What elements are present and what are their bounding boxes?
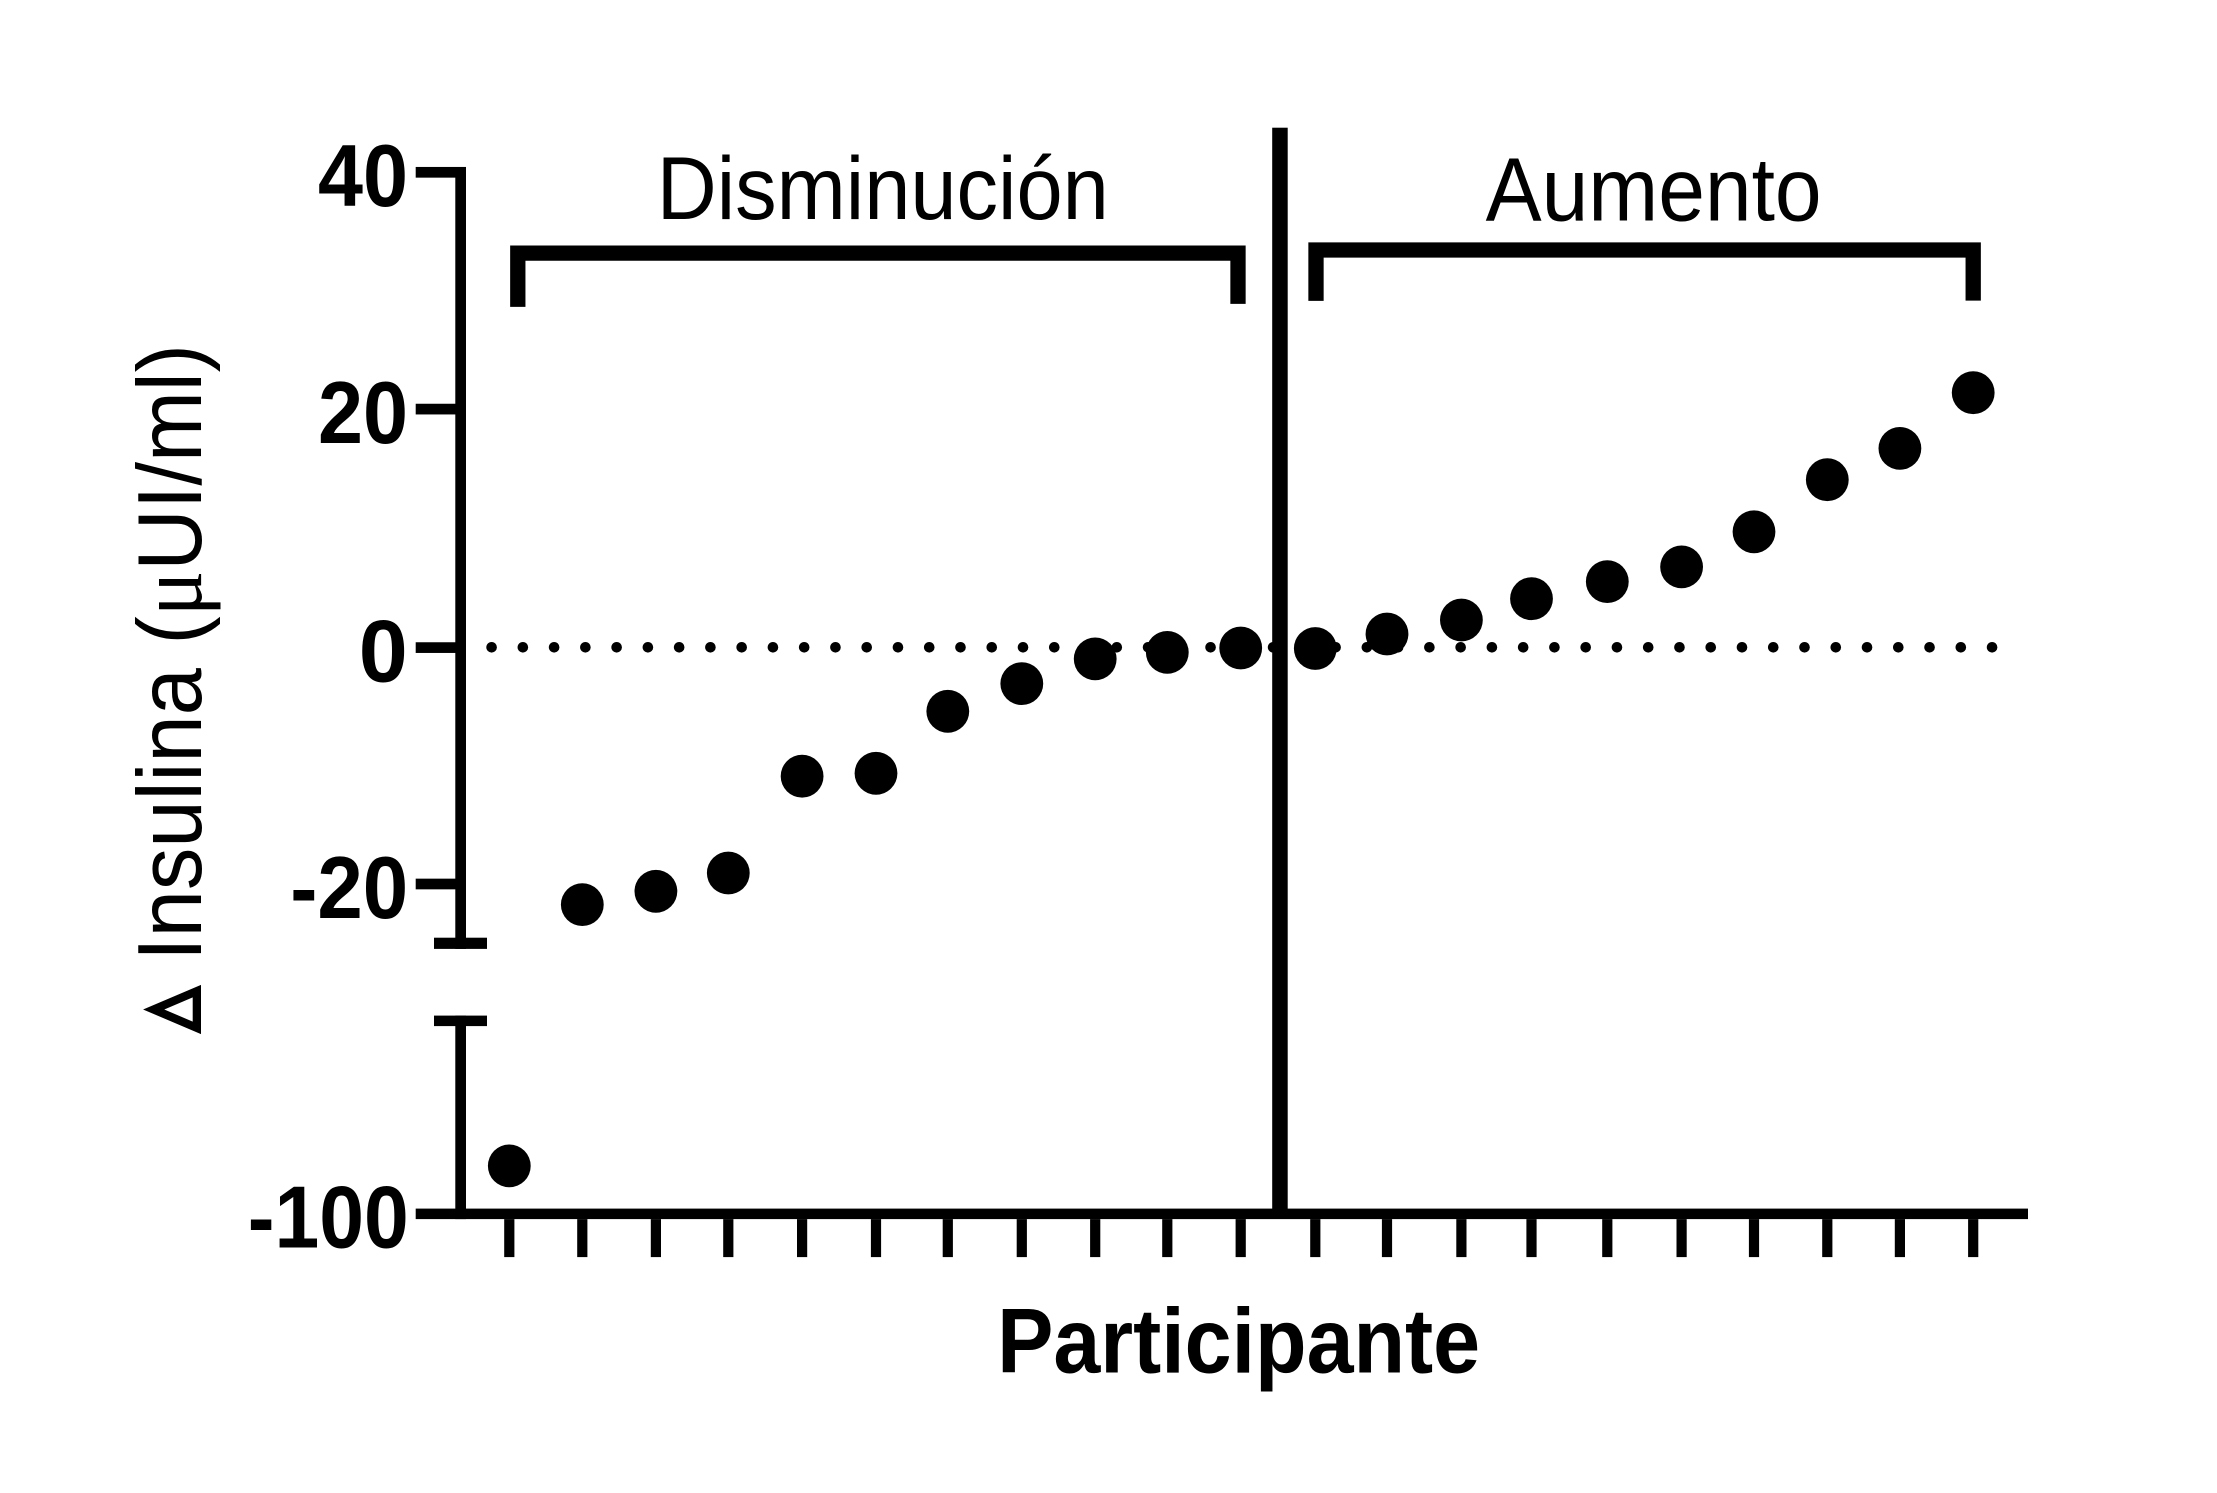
svg-text:40: 40	[318, 126, 408, 225]
svg-text:-20: -20	[290, 838, 408, 937]
svg-text:Participante: Participante	[997, 1291, 1480, 1393]
svg-text:Insulina (μUI/ml): Insulina (μUI/ml)	[120, 344, 221, 961]
svg-text:-100: -100	[248, 1168, 409, 1267]
svg-text:0: 0	[359, 601, 408, 700]
svg-text:Aumento: Aumento	[1486, 141, 1822, 241]
svg-text:Disminución: Disminución	[657, 138, 1109, 238]
svg-text:20: 20	[318, 363, 408, 462]
